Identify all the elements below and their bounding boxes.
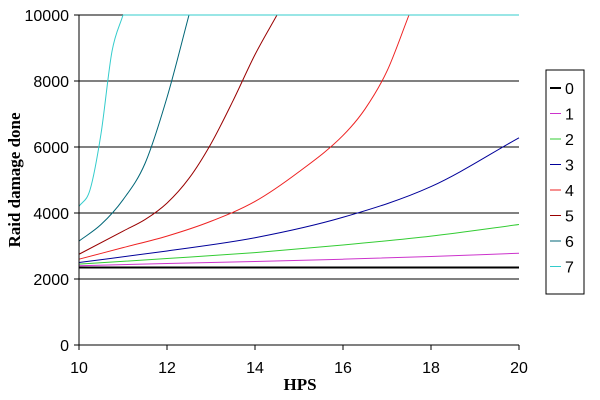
- legend-label-6: 6: [565, 234, 574, 251]
- y-tick-label: 8000: [33, 74, 69, 91]
- series-line-2: [78, 224, 520, 265]
- legend-label-2: 2: [565, 132, 574, 149]
- x-tick-labels: 10 12 14 16 18 20: [70, 360, 528, 377]
- legend-label-3: 3: [565, 158, 574, 175]
- legend-label-1: 1: [565, 107, 574, 124]
- series-lines: [78, 14, 520, 269]
- legend-label-7: 7: [565, 260, 574, 277]
- x-axis-title: HPS: [283, 375, 316, 394]
- y-tick-label: 4000: [33, 206, 69, 223]
- y-tick-label: 10000: [25, 8, 70, 25]
- legend-box: [545, 69, 585, 295]
- series-line-3: [78, 137, 520, 263]
- y-tick-labels: 0 2000 4000 6000 8000 10000: [25, 8, 70, 355]
- y-axis-title: Raid damage done: [5, 112, 24, 248]
- legend-label-4: 4: [565, 183, 574, 200]
- x-tick-label: 20: [510, 360, 528, 377]
- x-tick-label: 18: [422, 360, 440, 377]
- gridlines: [79, 14, 519, 280]
- y-tick-label: 2000: [33, 272, 69, 289]
- y-tick-label: 0: [60, 338, 69, 355]
- x-tick-label: 10: [70, 360, 88, 377]
- legend-label-5: 5: [565, 209, 574, 226]
- legend: 0 1 2 3 4 5 6 7: [545, 69, 585, 295]
- x-tick-label: 16: [334, 360, 352, 377]
- series-line-1: [78, 252, 520, 267]
- legend-label-0: 0: [565, 81, 574, 98]
- axes: [74, 14, 520, 350]
- x-tick-label: 14: [246, 360, 264, 377]
- series-line-4: [78, 14, 410, 260]
- series-line-7: [78, 14, 124, 207]
- y-tick-label: 6000: [33, 140, 69, 157]
- series-line-6: [78, 14, 190, 242]
- series-line-5: [78, 14, 278, 255]
- x-tick-label: 12: [158, 360, 176, 377]
